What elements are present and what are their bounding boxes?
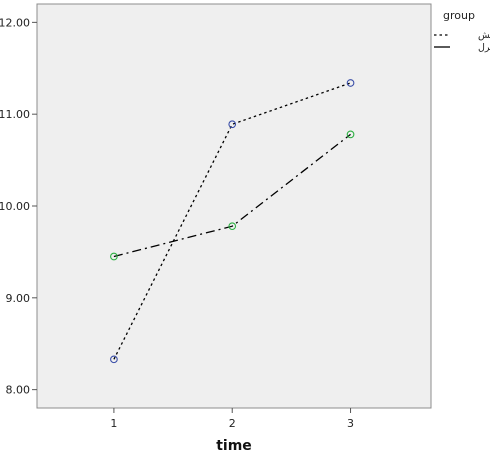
series-2-point bbox=[110, 252, 118, 261]
y-tick-label: 8.00 bbox=[6, 384, 31, 397]
x-tick-label: 2 bbox=[229, 417, 236, 430]
x-tick-label: 1 bbox=[110, 417, 117, 430]
y-tick-label: 12.00 bbox=[0, 16, 30, 29]
series-line-2 bbox=[113, 133, 351, 258]
series-2-point bbox=[346, 130, 355, 139]
plot-area bbox=[36, 3, 432, 409]
series-1-point bbox=[346, 79, 355, 87]
y-tick-label: 9.00 bbox=[6, 292, 31, 305]
legend-title: group bbox=[443, 9, 475, 22]
x-tick-label: 3 bbox=[347, 417, 354, 430]
x-axis-label: time bbox=[216, 438, 252, 452]
legend-label-1: آزمایش bbox=[478, 28, 490, 41]
y-tick-label: 11.00 bbox=[0, 108, 30, 121]
y-tick-label: 10.00 bbox=[0, 200, 30, 213]
series-1-point bbox=[228, 120, 237, 129]
series-line-1 bbox=[113, 82, 351, 360]
series-1-point bbox=[110, 355, 118, 364]
series-2-point bbox=[228, 222, 237, 231]
legend-label-2: کنترل bbox=[478, 42, 490, 53]
